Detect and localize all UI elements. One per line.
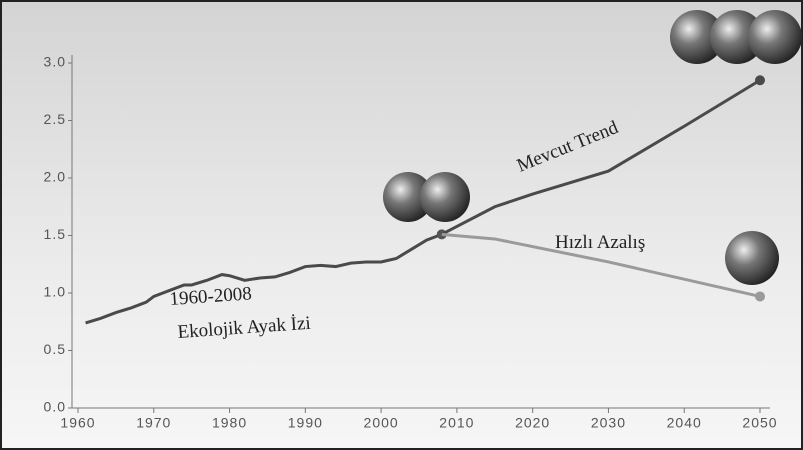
- end-point: [755, 75, 765, 86]
- y-tick-label: 2.5: [44, 111, 66, 127]
- end-point: [755, 291, 765, 302]
- x-tick-label: 1970: [136, 415, 171, 431]
- x-tick-label: 2030: [591, 415, 626, 431]
- x-tick-label: 1980: [212, 415, 247, 431]
- series-line: [85, 232, 443, 325]
- y-tick-label: 1.0: [44, 284, 66, 300]
- x-tick-label: 2000: [364, 415, 399, 431]
- x-tick-label: 2040: [667, 415, 702, 431]
- annotation: Hızlı Azalış: [555, 232, 645, 253]
- y-tick-label: 1.5: [44, 226, 66, 242]
- series-line: [441, 78, 761, 236]
- x-tick-label: 1990: [288, 415, 323, 431]
- x-tick-label: 2020: [515, 415, 550, 431]
- globes: [383, 10, 802, 285]
- x-tick-label: 2050: [742, 415, 777, 431]
- y-tick-label: 0.0: [44, 399, 66, 415]
- x-tick-label: 2010: [439, 415, 474, 431]
- y-tick-label: 0.5: [44, 341, 66, 357]
- series-line: [441, 232, 761, 298]
- y-tick-label: 2.0: [44, 169, 66, 185]
- x-tick-label: 1960: [60, 415, 95, 431]
- y-tick-label: 3.0: [44, 54, 66, 70]
